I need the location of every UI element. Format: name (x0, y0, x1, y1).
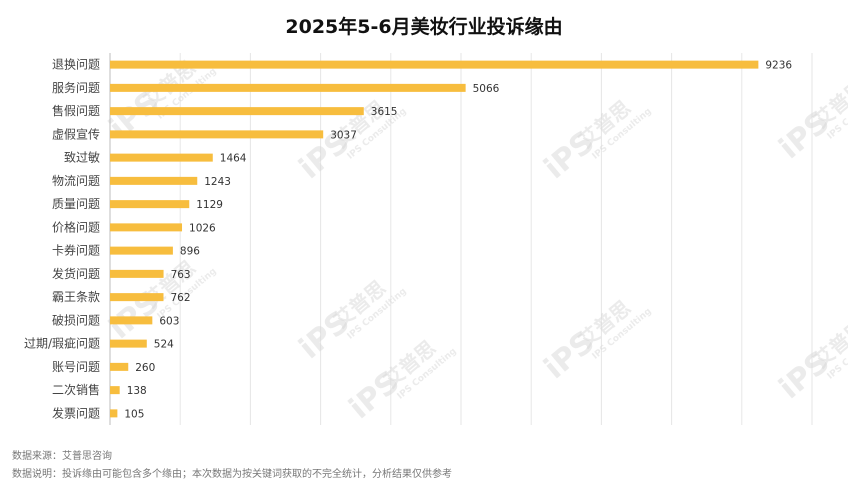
bar (110, 60, 759, 69)
data-source: 数据来源：艾普思咨询 (12, 451, 112, 462)
bar (110, 153, 213, 162)
category-label: 虚假宣传 (52, 126, 100, 141)
bar (110, 386, 120, 395)
category-label: 二次销售 (52, 382, 100, 397)
category-label: 霸王条款 (52, 290, 100, 304)
chart-title: 2025年5-6月美妆行业投诉缘由 (285, 16, 563, 38)
category-label: 发票问题 (52, 405, 100, 420)
category-label: 退换问题 (52, 58, 100, 72)
data-label: 105 (124, 408, 144, 420)
category-label: 卡券问题 (52, 243, 100, 258)
data-label: 1026 (189, 222, 216, 234)
data-label: 524 (154, 339, 174, 351)
data-label: 1243 (204, 176, 231, 188)
data-label: 3615 (371, 106, 398, 118)
category-label: 发货问题 (52, 266, 100, 281)
bar (110, 339, 147, 348)
bar (110, 269, 164, 278)
category-label: 账号问题 (52, 360, 100, 374)
data-label: 9236 (765, 60, 792, 72)
category-label: 价格问题 (52, 219, 100, 234)
bar (110, 107, 364, 116)
data-label: 763 (171, 269, 191, 281)
bar (110, 409, 118, 418)
data-label: 1464 (220, 153, 247, 165)
category-label: 破损问题 (52, 312, 100, 327)
bar (110, 362, 129, 371)
category-label: 致过敏 (64, 150, 100, 165)
category-label: 服务问题 (52, 80, 100, 95)
bar (110, 223, 183, 232)
data-label: 138 (127, 385, 147, 397)
data-label: 260 (135, 362, 155, 374)
bar (110, 83, 466, 92)
category-label: 物流问题 (52, 174, 100, 188)
category-label: 售假问题 (52, 103, 100, 118)
data-label: 5066 (473, 83, 500, 95)
data-label: 896 (180, 246, 200, 258)
bar (110, 130, 324, 139)
bar (110, 316, 153, 325)
bar (110, 293, 164, 302)
bar (110, 200, 190, 209)
data-label: 1129 (196, 199, 223, 211)
category-label: 过期/瑕疵问题 (24, 336, 100, 351)
category-label: 质量问题 (52, 197, 100, 211)
data-label: 3037 (330, 129, 357, 141)
bar (110, 176, 198, 185)
data-label: 762 (170, 292, 190, 304)
data-label: 603 (159, 315, 179, 327)
grid-lines (179, 53, 813, 425)
bars: 退换问题 9236 服务问题 5066 售假问题 3615 虚假宣传 3037 致过敏 1464 物… (24, 53, 792, 425)
data-note: 数据说明：投诉缘由可能包含多个缘由；本次数据为按关键词获取的不完全统计，分析结果… (12, 469, 452, 480)
bar (110, 246, 173, 255)
